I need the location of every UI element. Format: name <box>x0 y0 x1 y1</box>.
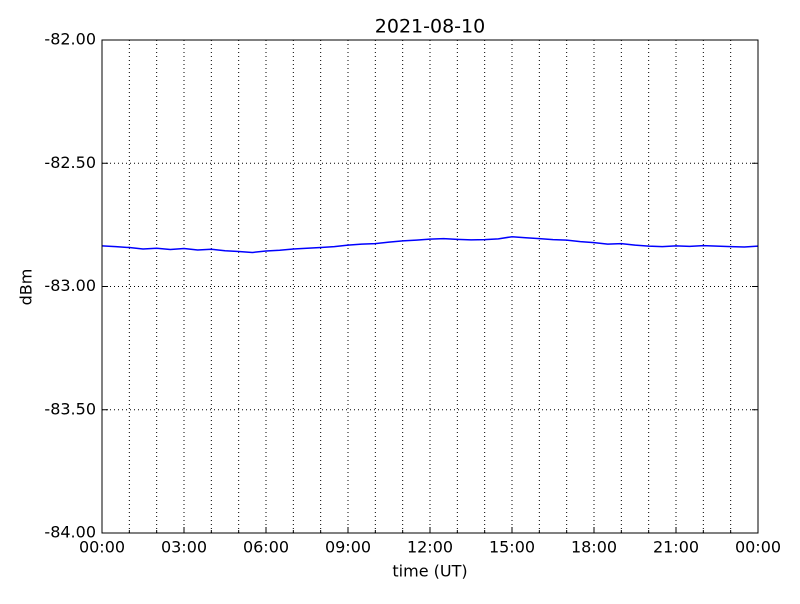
x-tick-label: 15:00 <box>489 538 535 557</box>
x-axis-label: time (UT) <box>392 562 467 581</box>
y-tick-label: -84.00 <box>44 523 96 542</box>
x-tick-label: 21:00 <box>653 538 699 557</box>
x-tick-label: 06:00 <box>243 538 289 557</box>
y-axis-label: dBm <box>17 269 36 306</box>
plot-frame <box>101 39 759 534</box>
x-tick-label: 18:00 <box>571 538 617 557</box>
x-tick-label: 00:00 <box>79 538 125 557</box>
y-tick-label: -82.50 <box>44 153 96 172</box>
y-tick-label: -83.00 <box>44 276 96 295</box>
y-tick-label: -83.50 <box>44 399 96 418</box>
x-tick-label: 12:00 <box>407 538 453 557</box>
data-line <box>101 235 759 254</box>
y-tick-label: -82.00 <box>44 30 96 49</box>
x-tick-label: 00:00 <box>735 538 781 557</box>
x-tick-label: 03:00 <box>161 538 207 557</box>
x-tick-label: 09:00 <box>325 538 371 557</box>
chart-title: 2021-08-10 <box>375 16 485 38</box>
